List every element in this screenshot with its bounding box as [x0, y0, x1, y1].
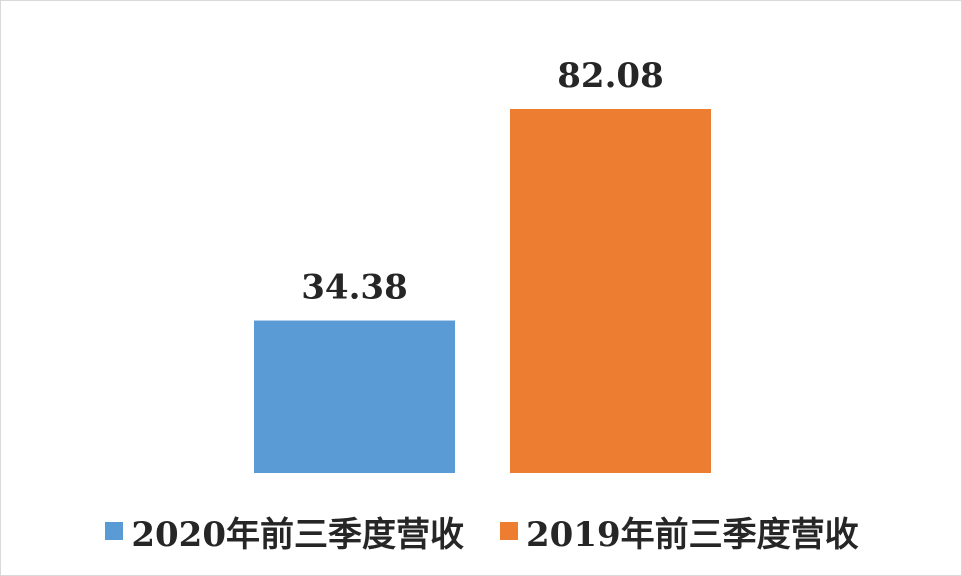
legend-item-0: 2020年前三季度营收	[105, 507, 464, 556]
legend-swatch-0	[105, 522, 124, 540]
legend-label-1: 2019年前三季度营收	[526, 514, 859, 555]
legend: 2020年前三季度营收 2019年前三季度营收	[1, 501, 962, 561]
legend-label-0: 2020年前三季度营收	[131, 514, 464, 555]
data-label-1: 82.08	[557, 56, 663, 96]
legend-item-1: 2019年前三季度营收	[500, 507, 859, 556]
bar-0	[254, 320, 455, 473]
bar-chart: 34.38 82.08	[254, 56, 711, 473]
legend-swatch-1	[500, 522, 518, 540]
data-label-0: 34.38	[301, 268, 407, 308]
bar-1	[510, 109, 711, 473]
